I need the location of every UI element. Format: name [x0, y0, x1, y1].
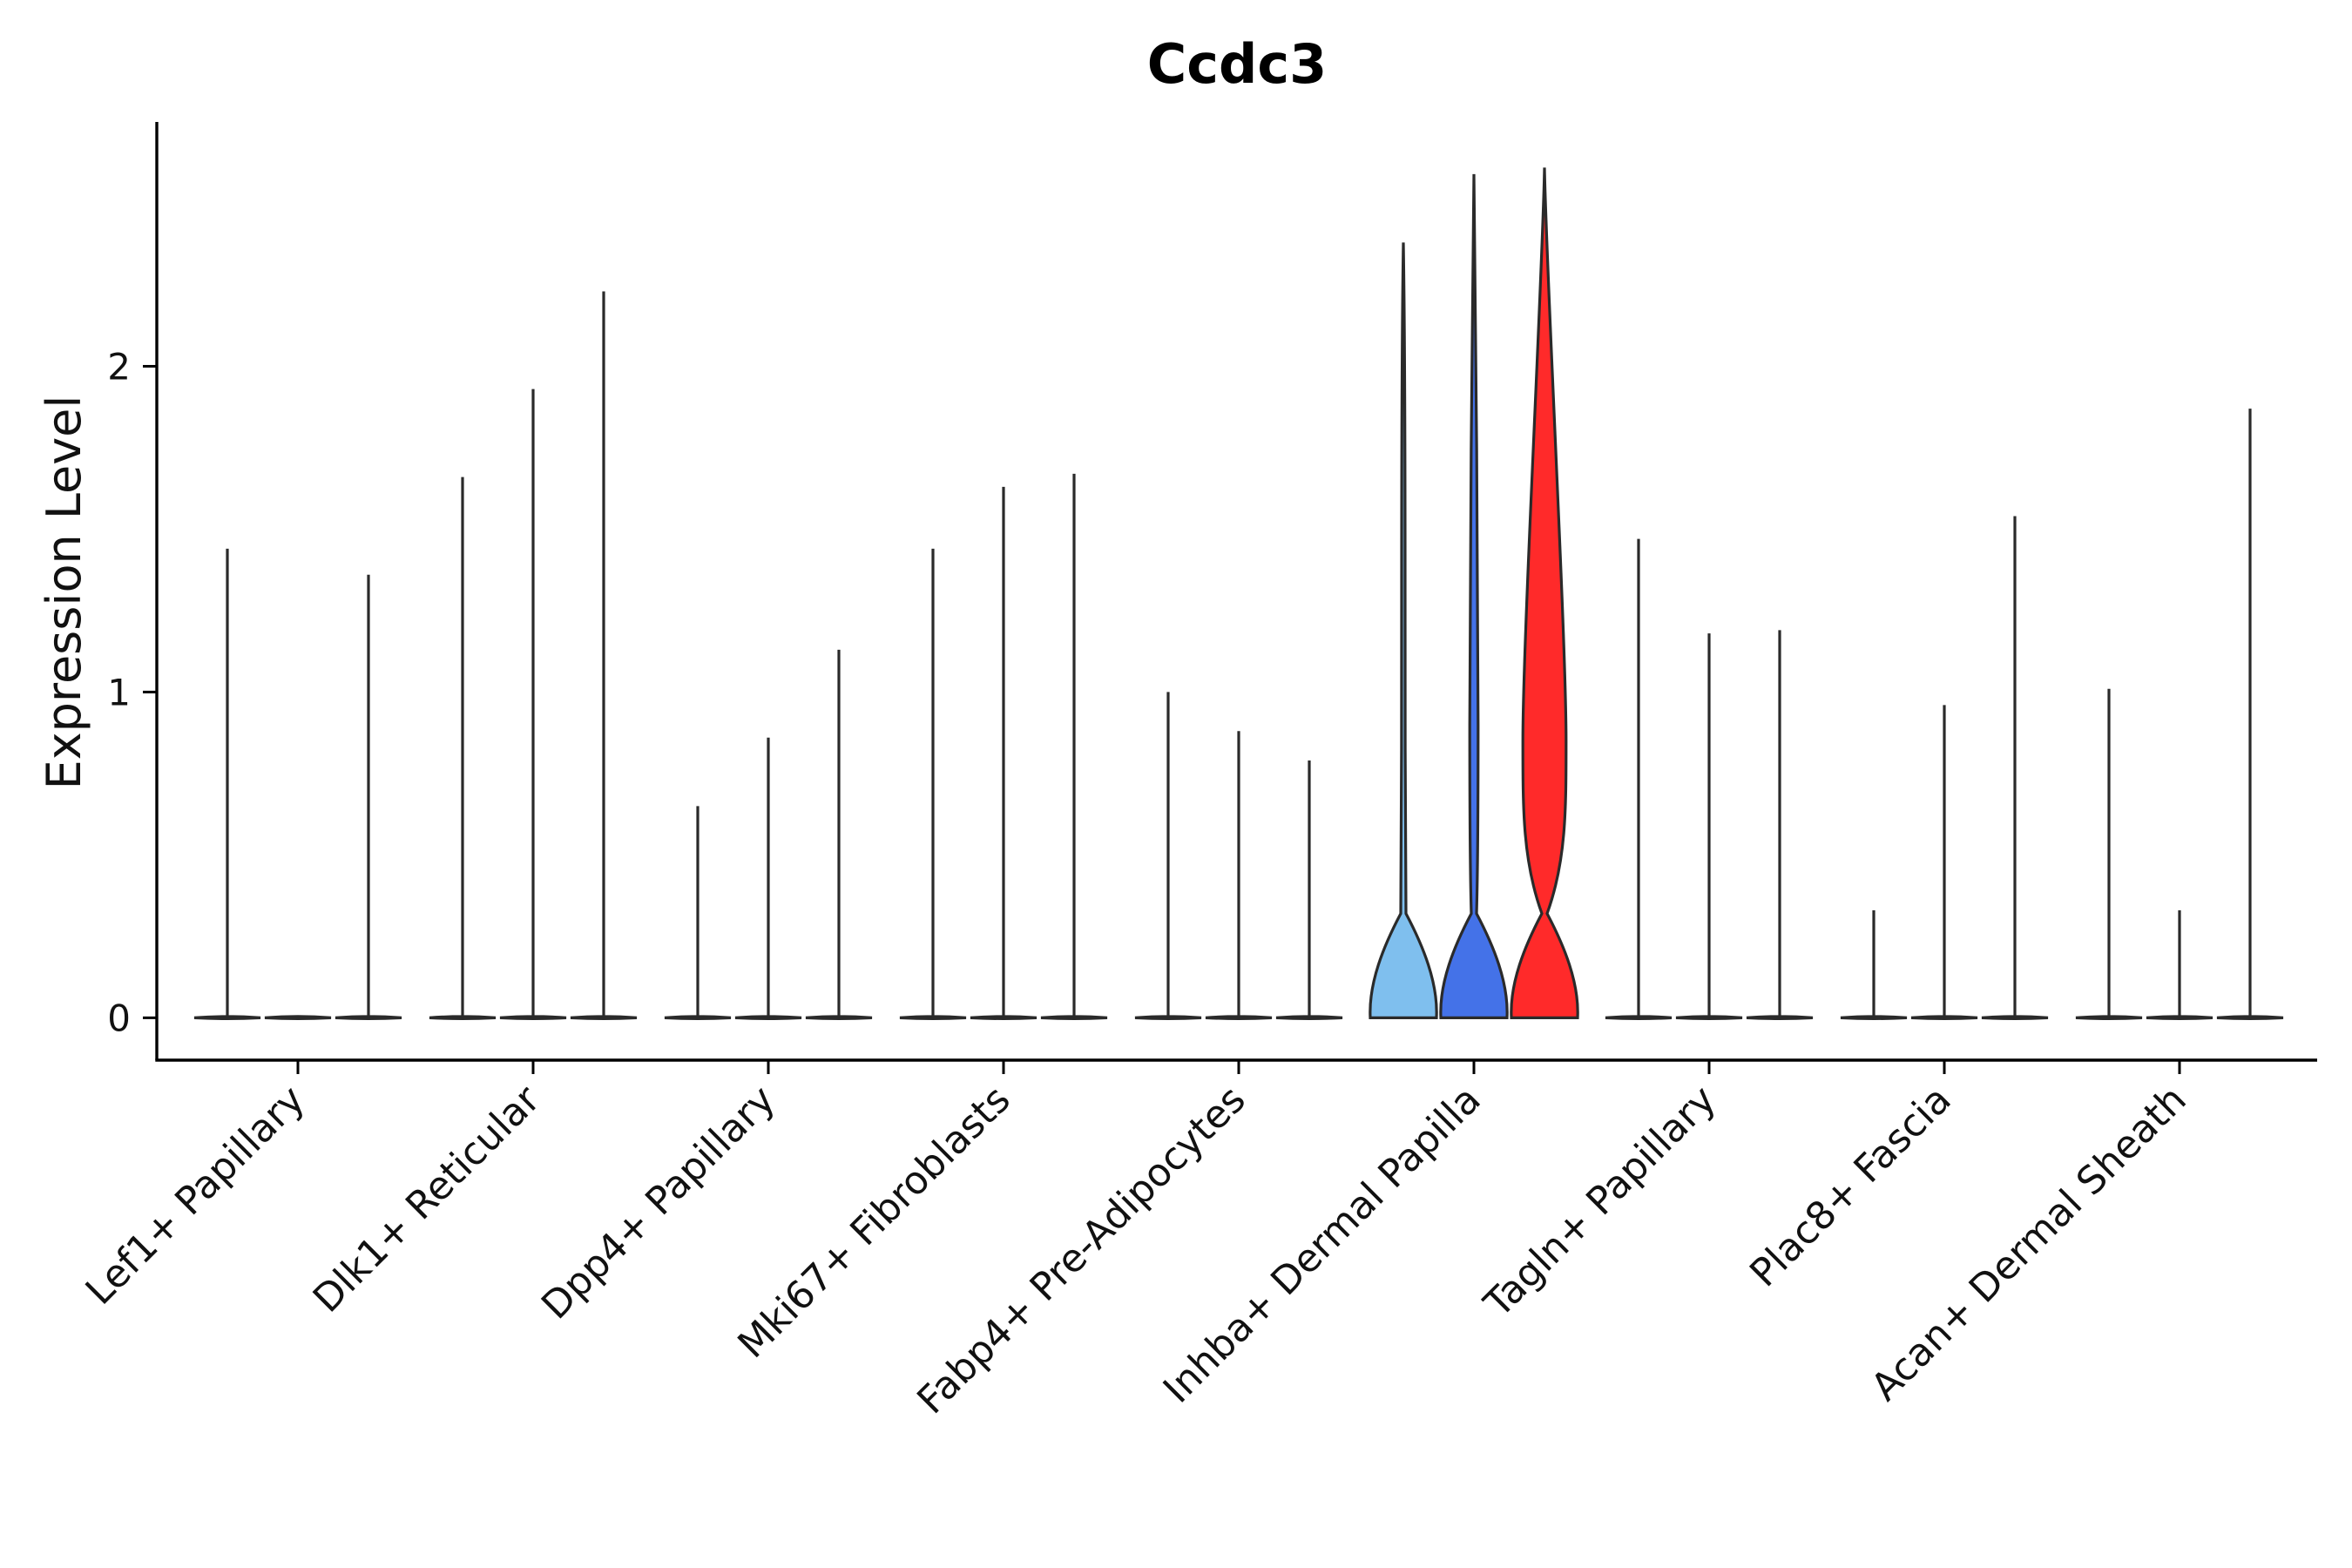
violins-layer: [193, 167, 2284, 1020]
violin-8-3: [1981, 516, 2049, 1020]
violin-6-2: [1439, 173, 1509, 1019]
y-tick-label: 2: [107, 345, 131, 388]
violin-2-1: [429, 476, 497, 1020]
violin-6-3: [1510, 167, 1579, 1019]
x-tick-label: Tagln+ Papillary: [1476, 1078, 1725, 1327]
violin-8-1: [1840, 909, 1908, 1020]
x-tick-label: Dpp4+ Papillary: [533, 1078, 784, 1328]
violin-7-2: [1675, 633, 1743, 1020]
x-tick-label: Dlk1+ Reticular: [305, 1077, 550, 1321]
violin-3-2: [734, 737, 802, 1020]
violin-9-3: [2216, 409, 2284, 1020]
violin-6-1: [1369, 242, 1438, 1019]
violin-2-2: [499, 389, 567, 1020]
violin-9-1: [2075, 688, 2143, 1020]
y-tick-label: 0: [107, 997, 131, 1039]
chart-title: Ccdc3: [1147, 32, 1328, 96]
x-tick-label: Lef1+ Papillary: [78, 1078, 314, 1314]
violin-7-1: [1605, 538, 1673, 1020]
violin-5-2: [1205, 731, 1273, 1020]
violin-5-1: [1134, 692, 1202, 1020]
violin-8-2: [1910, 705, 1978, 1020]
violin-1-1: [193, 548, 261, 1020]
violin-3-1: [664, 806, 732, 1020]
violin-1-2: [264, 1015, 332, 1020]
violin-7-3: [1746, 630, 1814, 1020]
violin-4-1: [899, 548, 967, 1020]
violin-5-3: [1275, 760, 1343, 1020]
violin-2-3: [570, 291, 638, 1020]
violin-9-2: [2146, 909, 2213, 1020]
y-tick-label: 1: [107, 671, 131, 713]
y-axis-label: Expression Level: [37, 395, 91, 790]
violin-3-3: [805, 649, 873, 1020]
violin-4-2: [970, 486, 1037, 1020]
x-tick-label: Plac8+ Fascia: [1741, 1078, 1960, 1296]
violin-1-3: [335, 574, 402, 1020]
violin-4-3: [1040, 473, 1108, 1020]
